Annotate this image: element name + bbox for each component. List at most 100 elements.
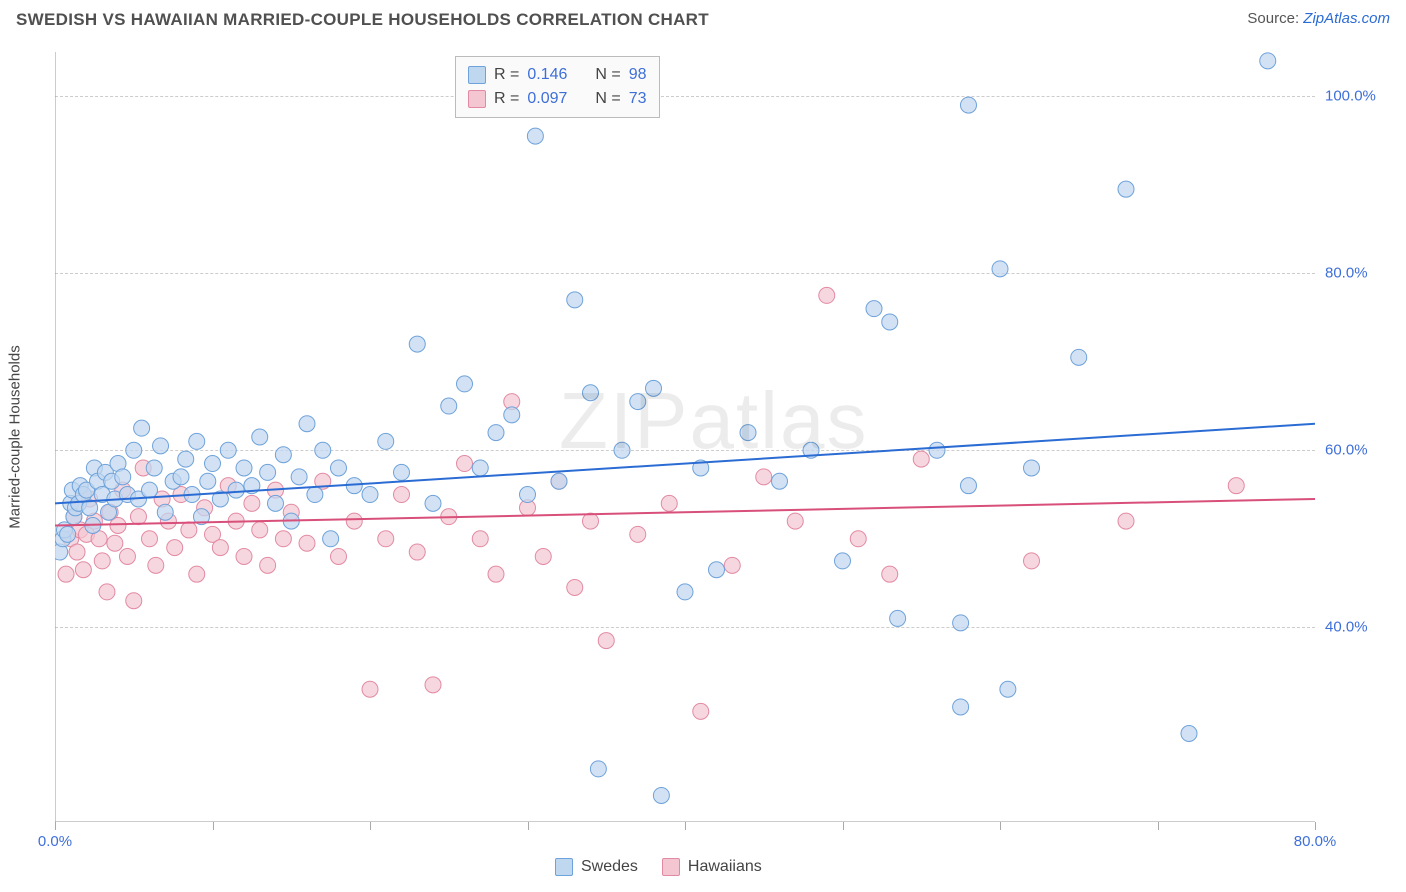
legend-swatch <box>468 66 486 84</box>
swedes-point <box>614 442 630 458</box>
legend-label: Hawaiians <box>688 858 762 876</box>
hawaiians-point <box>472 531 488 547</box>
source-link[interactable]: ZipAtlas.com <box>1303 10 1390 27</box>
swedes-point <box>630 394 646 410</box>
r-value: 0.097 <box>527 90 567 108</box>
swedes-point <box>882 314 898 330</box>
swedes-point <box>189 433 205 449</box>
y-tick-label: 80.0% <box>1325 265 1368 282</box>
series-legend: Swedes Hawaiians <box>555 858 762 876</box>
swedes-point <box>953 699 969 715</box>
x-tick <box>528 822 529 830</box>
hawaiians-point <box>275 531 291 547</box>
y-axis-label: Married-couple Households <box>7 345 24 528</box>
legend-label: Swedes <box>581 858 638 876</box>
hawaiians-point <box>425 677 441 693</box>
y-tick-label: 100.0% <box>1325 88 1376 105</box>
hawaiians-point <box>535 548 551 564</box>
swedes-point <box>60 526 76 542</box>
r-label: R = <box>494 90 519 108</box>
r-label: R = <box>494 66 519 84</box>
n-value: 98 <box>629 66 647 84</box>
y-tick-label: 60.0% <box>1325 442 1368 459</box>
swedes-point <box>157 504 173 520</box>
legend-swatch <box>468 90 486 108</box>
swedes-point <box>115 469 131 485</box>
x-tick <box>55 822 56 830</box>
swedes-point <box>173 469 189 485</box>
hawaiians-point <box>167 540 183 556</box>
x-tick <box>1315 822 1316 830</box>
hawaiians-point <box>756 469 772 485</box>
hawaiians-point <box>661 495 677 511</box>
swedes-point <box>178 451 194 467</box>
hawaiians-point <box>236 548 252 564</box>
chart-title: SWEDISH VS HAWAIIAN MARRIED-COUPLE HOUSE… <box>16 10 709 29</box>
swedes-point <box>323 531 339 547</box>
swedes-point <box>472 460 488 476</box>
swedes-point <box>772 473 788 489</box>
hawaiians-point <box>99 584 115 600</box>
swedes-point <box>835 553 851 569</box>
swedes-point <box>504 407 520 423</box>
hawaiians-point <box>244 495 260 511</box>
hawaiians-point <box>130 509 146 525</box>
hawaiians-point <box>378 531 394 547</box>
y-tick-label: 40.0% <box>1325 619 1368 636</box>
x-tick <box>1000 822 1001 830</box>
hawaiians-point <box>110 518 126 534</box>
swedes-point <box>362 487 378 503</box>
swedes-point <box>890 610 906 626</box>
swedes-point <box>220 442 236 458</box>
swedes-point <box>567 292 583 308</box>
plot-area: 40.0%60.0%80.0%100.0%0.0%80.0% <box>55 52 1315 822</box>
hawaiians-point <box>567 579 583 595</box>
swedes-point <box>740 425 756 441</box>
legend-item-swedes: Swedes <box>555 858 638 876</box>
swedes-point <box>1181 725 1197 741</box>
swedes-point <box>441 398 457 414</box>
hawaiians-point <box>1118 513 1134 529</box>
x-tick-label: 0.0% <box>38 833 72 850</box>
r-value: 0.146 <box>527 66 567 84</box>
swedes-point <box>488 425 504 441</box>
hawaiians-point <box>819 287 835 303</box>
swedes-point <box>200 473 216 489</box>
source-attribution: Source: ZipAtlas.com <box>1247 10 1390 27</box>
x-tick <box>1158 822 1159 830</box>
swedes-point <box>394 464 410 480</box>
hawaiians-point <box>181 522 197 538</box>
swedes-point <box>677 584 693 600</box>
swedes-point <box>457 376 473 392</box>
swedes-point <box>260 464 276 480</box>
hawaiians-point <box>148 557 164 573</box>
correlation-legend: R =0.146N =98R =0.097N =73 <box>455 56 660 118</box>
swedes-point <box>929 442 945 458</box>
swedes-point <box>590 761 606 777</box>
swedes-point <box>252 429 268 445</box>
hawaiians-point <box>583 513 599 529</box>
swedes-point <box>1000 681 1016 697</box>
hawaiians-point <box>724 557 740 573</box>
swedes-point <box>228 482 244 498</box>
swedes-point <box>551 473 567 489</box>
hawaiians-point <box>212 540 228 556</box>
swedes-point <box>646 380 662 396</box>
hawaiians-point <box>107 535 123 551</box>
hawaiians-point <box>331 548 347 564</box>
hawaiians-point <box>882 566 898 582</box>
hawaiians-point <box>394 487 410 503</box>
hawaiians-point <box>457 456 473 472</box>
swedes-point <box>236 460 252 476</box>
hawaiians-point <box>94 553 110 569</box>
x-tick <box>213 822 214 830</box>
hawaiians-point <box>488 566 504 582</box>
legend-swatch <box>555 858 573 876</box>
swedes-point <box>331 460 347 476</box>
swedes-point <box>709 562 725 578</box>
hawaiians-point <box>189 566 205 582</box>
swedes-point <box>268 495 284 511</box>
swedes-point <box>992 261 1008 277</box>
swedes-point <box>1118 181 1134 197</box>
swedes-point <box>866 301 882 317</box>
